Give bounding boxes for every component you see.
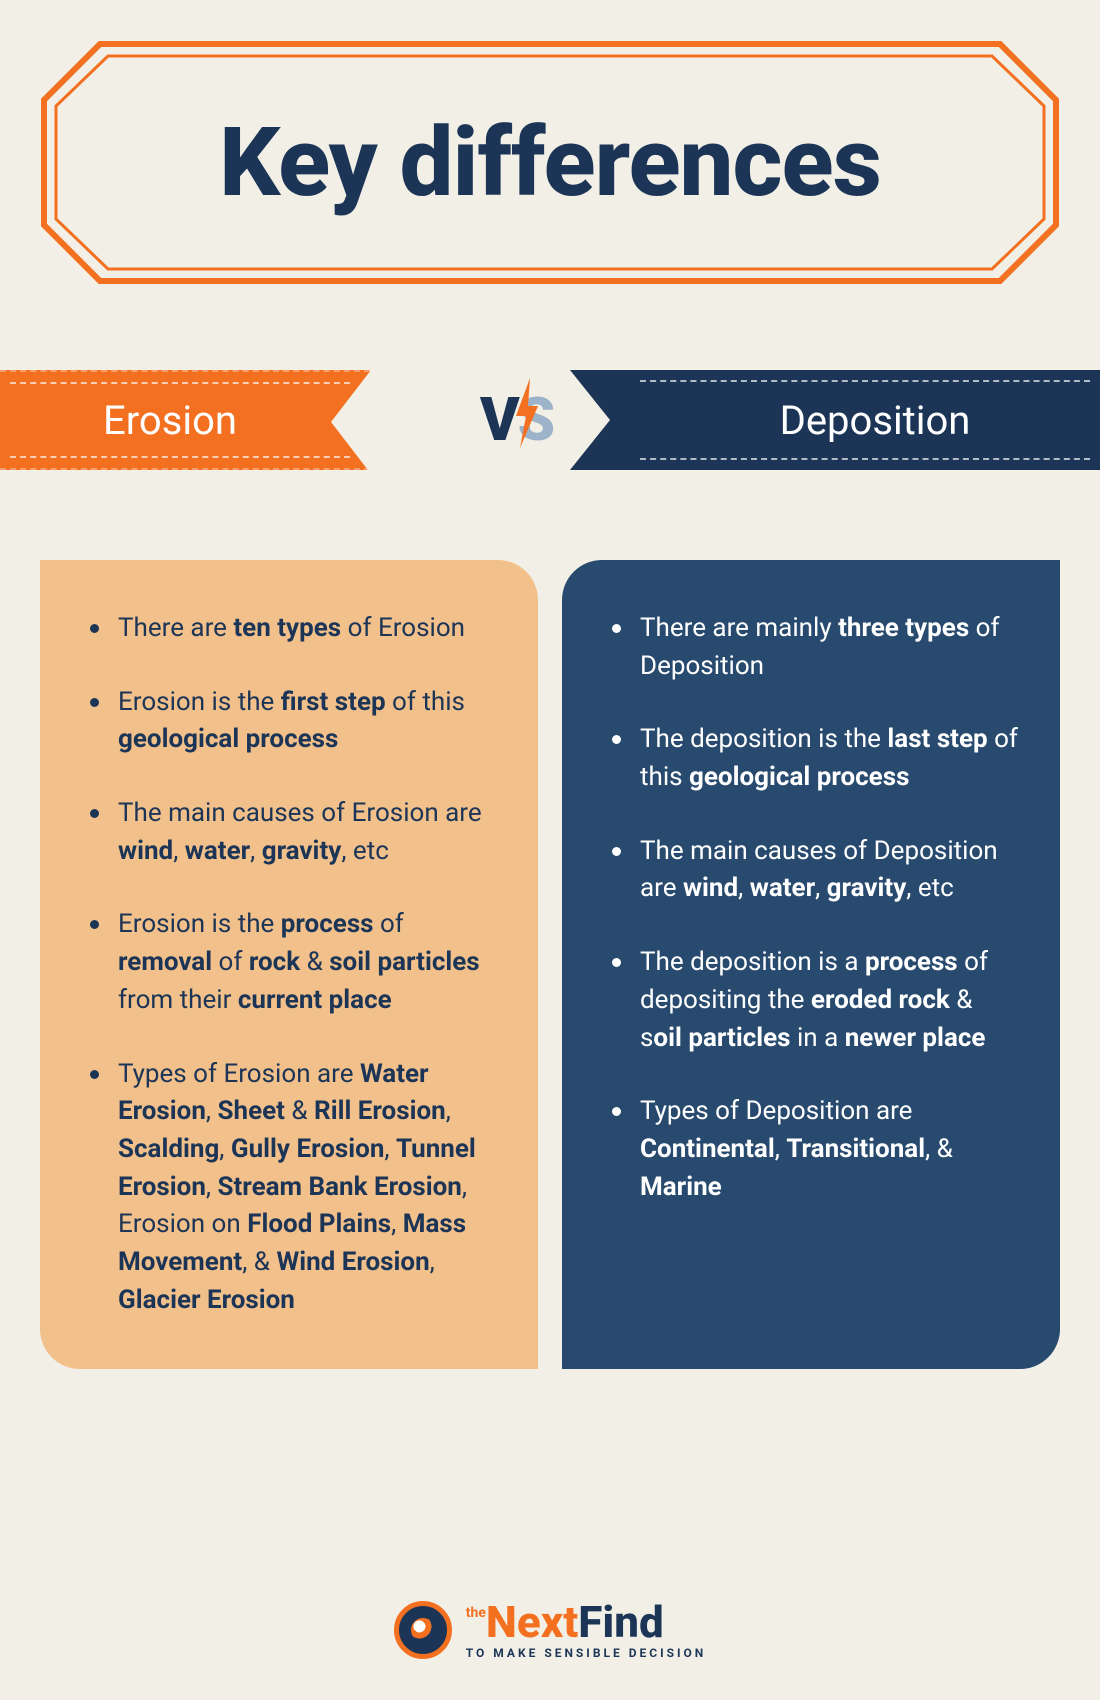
list-item: There are mainly three types of Depositi… [612, 610, 1020, 685]
cards-row: There are ten types of Erosion Erosion is… [40, 560, 1060, 1369]
vs-v: V [480, 384, 518, 455]
logo-find: Find [578, 1596, 664, 1648]
ribbon-deposition: Deposition [610, 370, 1100, 470]
ribbon-right-label: Deposition [780, 397, 971, 444]
card-deposition: There are mainly three types of Depositi… [562, 560, 1060, 1369]
ribbon-left-label: Erosion [103, 397, 237, 444]
list-item: Types of Erosion are Water Erosion, Shee… [90, 1056, 498, 1320]
logo-bulb-icon [394, 1601, 452, 1659]
logo-text: theNextFind TO MAKE SENSIBLE DECISION [466, 1600, 707, 1660]
deposition-list: There are mainly three types of Depositi… [612, 610, 1020, 1206]
footer-logo: theNextFind TO MAKE SENSIBLE DECISION [0, 1600, 1100, 1660]
list-item: The main causes of Deposition are wind, … [612, 833, 1020, 908]
logo-next: Next [486, 1596, 578, 1648]
vs-label: V S [480, 384, 553, 455]
list-item: The deposition is a process of depositin… [612, 944, 1020, 1057]
list-item: The deposition is the last step of this … [612, 721, 1020, 796]
list-item: Types of Deposition are Continental, Tra… [612, 1093, 1020, 1206]
logo-the: the [466, 1605, 486, 1621]
title-frame: Key differences [40, 40, 1060, 285]
card-erosion: There are ten types of Erosion Erosion is… [40, 560, 538, 1369]
list-item: Erosion is the first step of this geolog… [90, 684, 498, 759]
ribbon-row: Erosion V S Deposition [0, 360, 1100, 480]
list-item: The main causes of Erosion are wind, wat… [90, 795, 498, 870]
list-item: There are ten types of Erosion [90, 610, 498, 648]
erosion-list: There are ten types of Erosion Erosion is… [90, 610, 498, 1319]
page-title: Key differences [40, 40, 1060, 285]
logo-tagline: TO MAKE SENSIBLE DECISION [466, 1646, 707, 1660]
lightning-bolt-icon [514, 378, 540, 448]
list-item: Erosion is the process of removal of roc… [90, 906, 498, 1019]
ribbon-erosion: Erosion [0, 370, 370, 470]
